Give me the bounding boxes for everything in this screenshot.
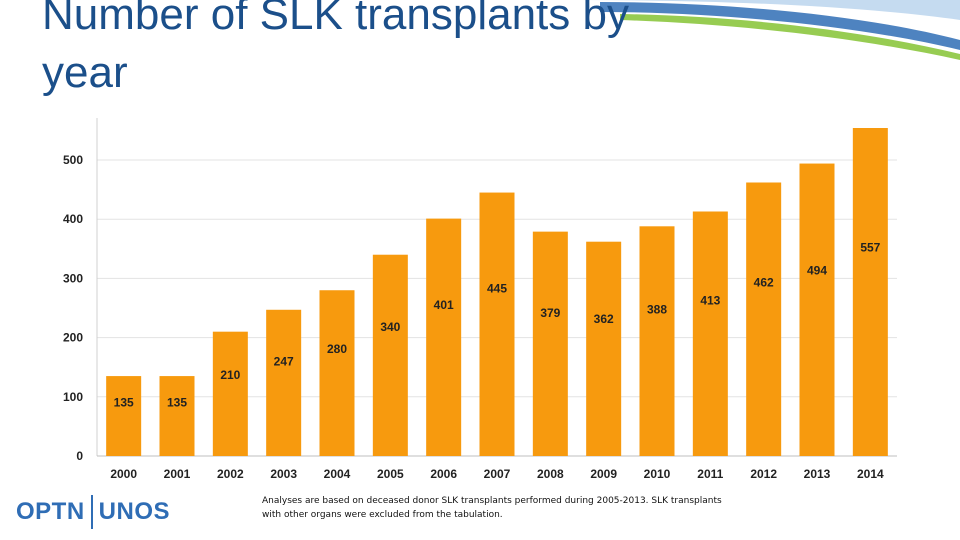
y-tick-label: 0 [76,449,83,463]
x-tick-label: 2008 [537,467,564,481]
data-label: 135 [114,395,134,409]
x-tick-label: 2003 [270,467,297,481]
optn-unos-logo: OPTN UNOS [16,495,170,529]
y-tick-label: 400 [63,212,83,226]
bar [266,309,302,456]
x-tick-label: 2005 [377,467,404,481]
data-label: 557 [860,241,880,255]
data-label: 445 [487,282,507,296]
data-labels: 135 135 210 247 280 340 401 445 379 362 388 413 462 4… [114,241,881,410]
header-swoosh [580,0,960,60]
y-tick-label: 200 [63,331,83,345]
bar [319,290,355,456]
bar [692,211,728,456]
logo-divider [90,495,93,529]
y-tick-label: 500 [63,153,83,167]
bar [106,376,142,456]
footnote: Analyses are based on deceased donor SLK… [262,496,722,520]
data-label: 362 [594,312,614,326]
bar [799,163,835,456]
bar [212,331,248,456]
data-label: 135 [167,395,187,409]
swoosh-green-band [620,14,960,60]
data-label: 494 [807,264,827,278]
data-label: 462 [754,275,774,289]
x-tick-label: 2012 [750,467,777,481]
x-tick-label: 2004 [324,467,351,481]
data-label: 247 [274,354,294,368]
bars [106,128,888,456]
x-tick-label: 2000 [110,467,137,481]
bar [532,231,568,456]
y-tick-label: 100 [63,390,83,404]
data-label: 388 [647,303,667,317]
x-tick-label: 2013 [804,467,831,481]
x-tick-label: 2009 [590,467,617,481]
data-label: 280 [327,342,347,356]
bar [426,218,462,456]
swoosh-blue-band [600,2,960,50]
data-label: 340 [380,320,400,334]
logo-optn-text: OPTN [16,498,85,525]
data-label: 401 [434,298,454,312]
bar [372,254,408,456]
bar [639,226,675,456]
bar-chart: 135 135 210 247 280 340 401 445 379 362 388 413 462 4… [63,118,897,481]
data-label: 379 [540,306,560,320]
x-tick-label: 2011 [697,467,723,481]
tick-labels: 0 100 200 300 400 500 2000 2001 2002 2003 2004 2005… [63,153,884,481]
y-tick-label: 300 [63,271,83,285]
logo-unos-text: UNOS [98,498,171,525]
slide-title: Number of SLK transplants by year [42,0,629,97]
x-tick-label: 2002 [217,467,244,481]
data-label: 210 [220,368,240,382]
x-tick-label: 2001 [164,467,191,481]
bar [586,241,622,456]
bar [479,192,515,456]
bar [852,128,888,456]
x-tick-label: 2014 [857,467,884,481]
x-tick-label: 2007 [484,467,511,481]
swoosh-light-band [580,0,960,20]
x-tick-label: 2006 [430,467,457,481]
bar [159,376,195,456]
data-label: 413 [700,293,720,307]
bar [746,182,782,456]
x-tick-label: 2010 [644,467,671,481]
